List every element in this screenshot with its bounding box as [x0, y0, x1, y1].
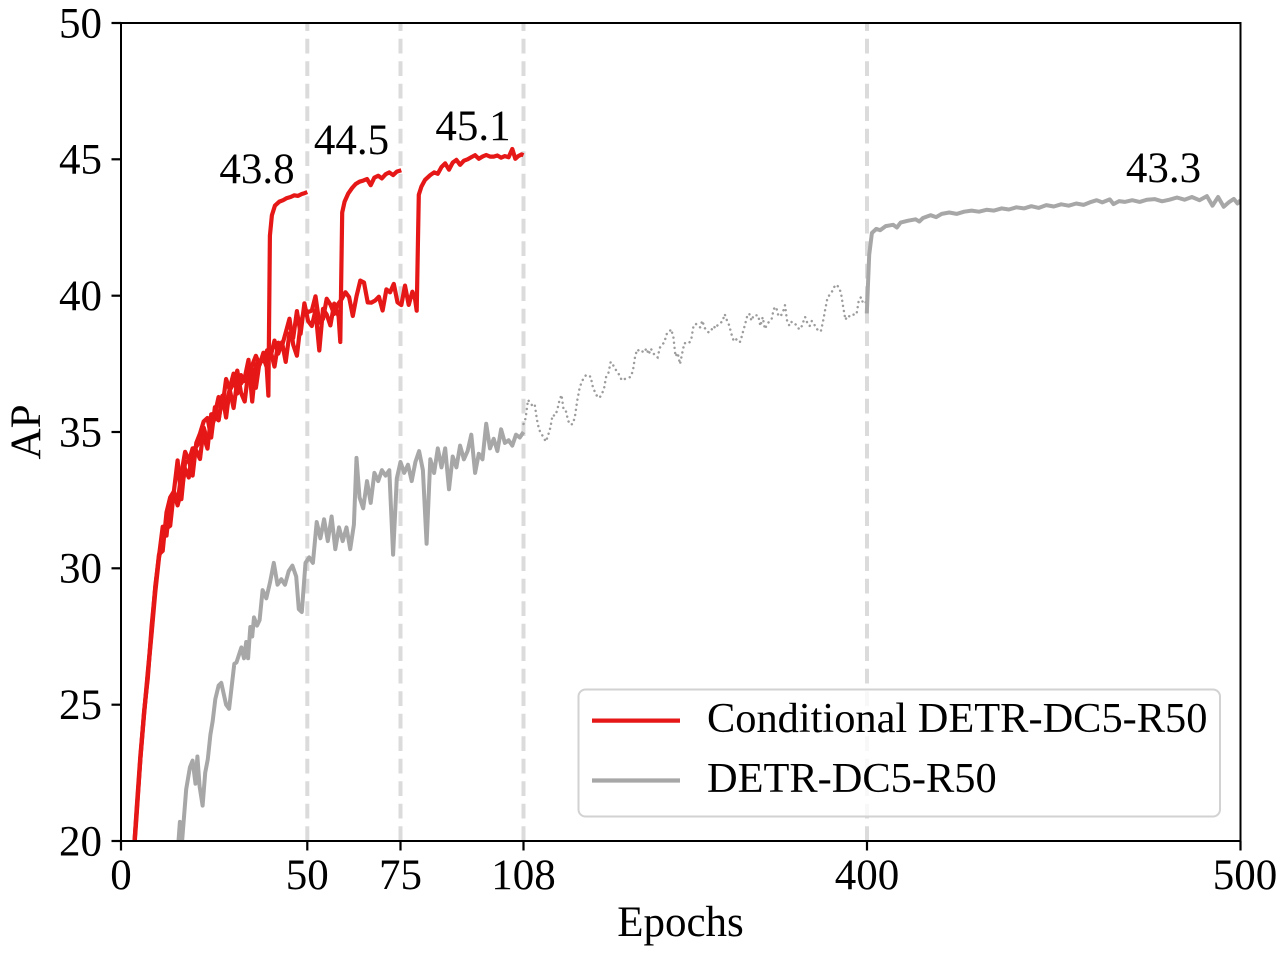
svg-text:30: 30	[59, 546, 102, 593]
svg-text:75: 75	[379, 852, 422, 899]
svg-text:Epochs: Epochs	[617, 899, 744, 946]
svg-text:400: 400	[835, 852, 900, 899]
svg-text:40: 40	[59, 273, 102, 320]
svg-text:35: 35	[59, 409, 102, 456]
svg-text:50: 50	[59, 0, 102, 47]
svg-text:108: 108	[491, 852, 556, 899]
svg-text:45.1: 45.1	[435, 103, 510, 150]
svg-text:500: 500	[1213, 852, 1278, 899]
svg-text:45: 45	[59, 137, 102, 184]
svg-text:44.5: 44.5	[314, 117, 389, 164]
svg-text:0: 0	[110, 852, 132, 899]
svg-text:43.8: 43.8	[219, 146, 294, 193]
svg-text:25: 25	[59, 682, 102, 729]
svg-text:DETR-DC5-R50: DETR-DC5-R50	[707, 755, 997, 802]
svg-text:AP: AP	[3, 405, 50, 460]
svg-text:43.3: 43.3	[1126, 145, 1201, 192]
svg-text:Conditional DETR-DC5-R50: Conditional DETR-DC5-R50	[707, 695, 1207, 742]
svg-text:50: 50	[286, 852, 329, 899]
svg-text:20: 20	[59, 818, 102, 865]
